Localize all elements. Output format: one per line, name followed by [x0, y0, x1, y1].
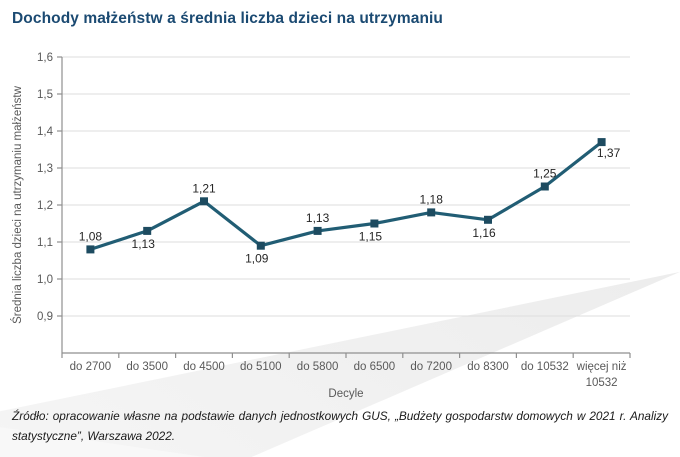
data-point-marker — [484, 215, 492, 224]
data-value-label: 1,21 — [192, 181, 216, 195]
data-line — [89, 140, 603, 251]
data-point-marker — [370, 219, 379, 228]
x-category-label: do 4500 — [183, 361, 225, 373]
data-point-marker — [313, 226, 322, 235]
y-tick-label: 0,9 — [37, 311, 53, 323]
x-category-label: do 8300 — [467, 361, 509, 373]
data-value-label: 1,16 — [472, 226, 496, 240]
data-value-label: 1,08 — [79, 229, 103, 243]
data-value-label: 1,09 — [245, 252, 269, 266]
data-point-marker — [540, 182, 549, 191]
data-value-label: 1,37 — [597, 146, 621, 160]
data-value-label: 1,13 — [132, 237, 156, 251]
y-tick-label: 1,1 — [37, 237, 53, 249]
data-value-label: 1,25 — [533, 167, 557, 181]
y-tick-label: 1,6 — [37, 52, 53, 64]
source-note: Źródło: opracowanie własne na podstawie … — [12, 409, 668, 444]
data-point-marker — [256, 241, 265, 250]
y-tick-label: 1,5 — [37, 89, 53, 101]
y-tick-label: 1,3 — [37, 163, 53, 175]
data-value-label: 1,18 — [420, 192, 444, 206]
x-category-label: do 3500 — [126, 361, 168, 373]
y-tick-label: 1,0 — [37, 274, 53, 286]
data-point-marker — [86, 245, 95, 254]
data-value-label: 1,15 — [359, 230, 383, 244]
x-category-label: do 5100 — [240, 361, 282, 373]
x-category-label: więcej niż — [576, 361, 627, 373]
chart-title: Dochody małżeństw a średnia liczba dziec… — [12, 10, 444, 27]
data-point-marker — [427, 208, 436, 217]
x-category-label: do 6500 — [354, 361, 396, 373]
y-tick-label: 1,4 — [37, 126, 54, 138]
data-value-label: 1,13 — [306, 211, 330, 225]
y-tick-label: 1,2 — [37, 200, 53, 212]
x-axis-title: Decyle — [328, 388, 364, 400]
x-category-label: do 10532 — [521, 361, 569, 373]
x-category-label: do 5800 — [297, 361, 339, 373]
x-category-label: do 2700 — [70, 361, 112, 373]
x-category-label: do 7200 — [410, 361, 452, 373]
data-point-marker — [597, 138, 606, 147]
x-category-label: 10532 — [586, 377, 618, 389]
data-point-marker — [200, 197, 208, 206]
data-point-marker — [143, 226, 152, 235]
